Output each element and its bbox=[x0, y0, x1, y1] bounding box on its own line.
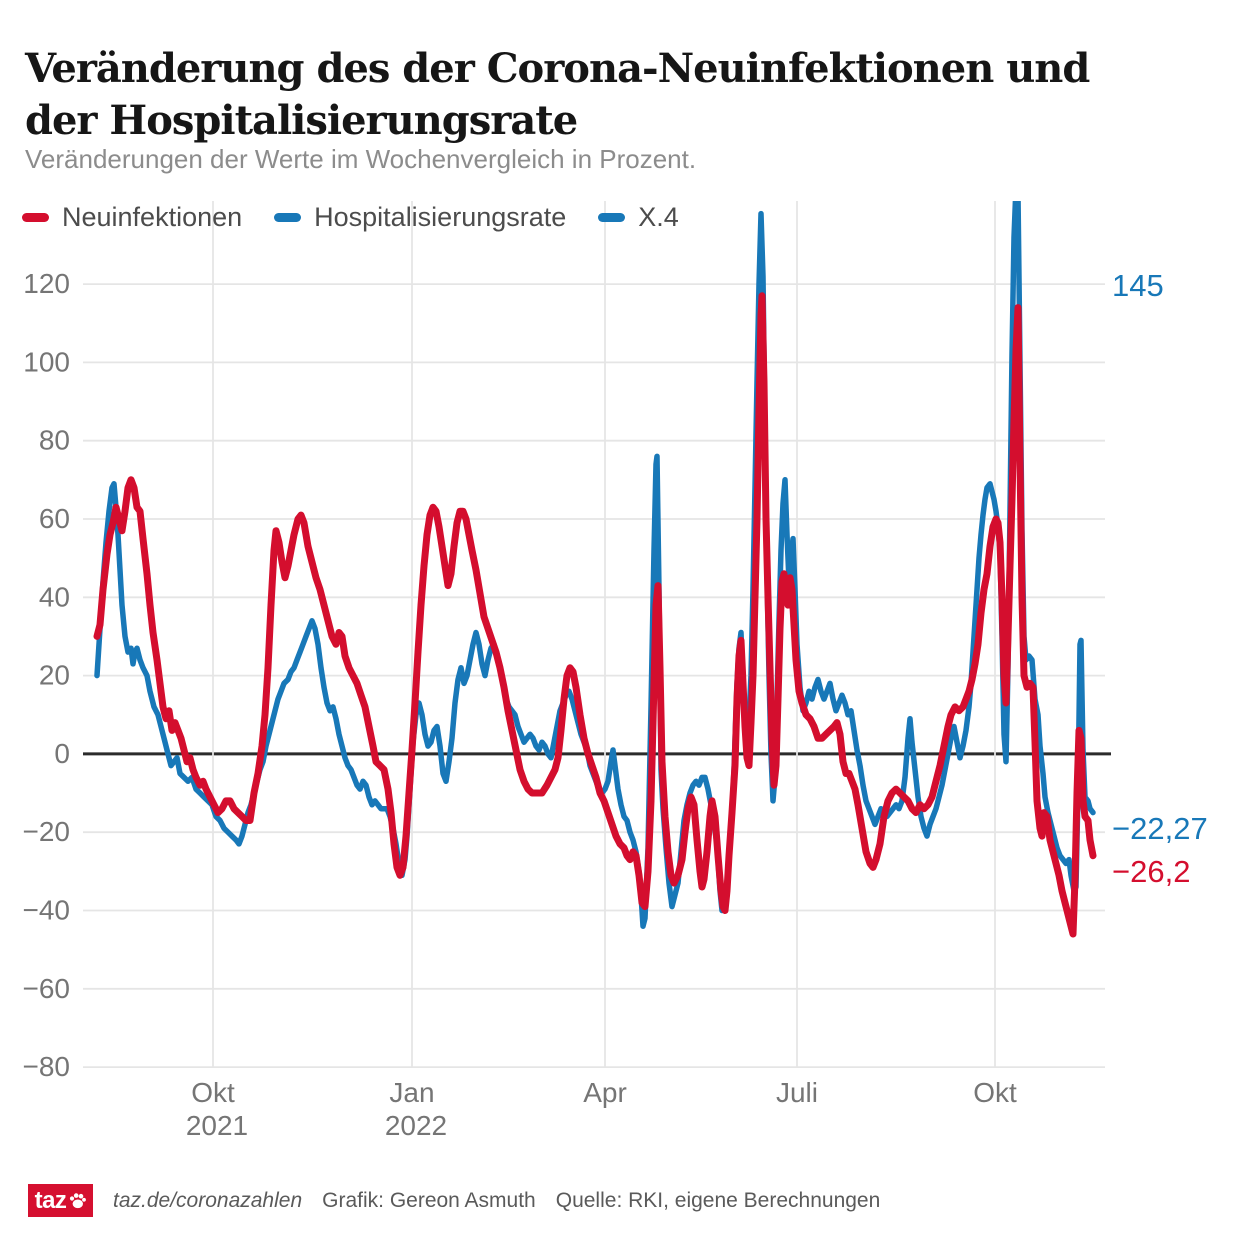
chart-subtitle: Veränderungen der Werte im Wochenverglei… bbox=[25, 144, 697, 174]
x-axis-year-label: 2022 bbox=[385, 1110, 447, 1141]
legend-dash-icon bbox=[274, 213, 302, 222]
value-annotation: 145 bbox=[1112, 268, 1164, 303]
x-axis-month-label: Juli bbox=[776, 1077, 818, 1108]
taz-logo-text: taz bbox=[34, 1186, 67, 1214]
legend-item-0: Neuinfektionen bbox=[22, 202, 242, 233]
legend-label: Hospitalisierungsrate bbox=[314, 202, 567, 232]
x-axis-month-label: Apr bbox=[583, 1077, 627, 1108]
y-axis-label: −40 bbox=[23, 895, 71, 926]
y-axis-label: −80 bbox=[23, 1051, 71, 1082]
legend-item-2: X.4 bbox=[598, 202, 679, 233]
x-axis-month-label: Jan bbox=[389, 1077, 434, 1108]
legend-label: X.4 bbox=[638, 202, 679, 232]
legend-dash-icon bbox=[598, 213, 626, 222]
y-axis-label: 100 bbox=[23, 346, 70, 377]
y-axis-label: 40 bbox=[39, 581, 70, 612]
y-axis-label: 120 bbox=[23, 268, 70, 299]
value-annotation: −22,27 bbox=[1112, 811, 1208, 846]
footer: taz taz.de/coronazahlen Grafik: Gereon A… bbox=[28, 1184, 880, 1217]
paw-icon bbox=[70, 1192, 87, 1208]
y-axis-label: −60 bbox=[23, 973, 71, 1004]
legend-dash-icon bbox=[22, 213, 49, 222]
title-line-2: der Hospitalisierungsrate bbox=[25, 96, 578, 144]
page-title: Veränderung des der Corona-Neuinfektione… bbox=[25, 43, 1225, 147]
value-annotation: −26,2 bbox=[1112, 854, 1190, 889]
series-line-0 bbox=[94, 201, 1096, 929]
y-axis-label: 0 bbox=[54, 738, 70, 769]
legend-item-1: Hospitalisierungsrate bbox=[274, 202, 566, 233]
y-axis-label: −20 bbox=[23, 816, 71, 847]
legend: Neuinfektionen Hospitalisierungsrate X.4 bbox=[22, 202, 679, 233]
series-line-1 bbox=[93, 292, 1097, 938]
footer-source: Quelle: RKI, eigene Berechnungen bbox=[555, 1188, 881, 1212]
legend-label: Neuinfektionen bbox=[62, 202, 243, 232]
footer-credit: Grafik: Gereon Asmuth bbox=[322, 1188, 536, 1212]
taz-logo: taz bbox=[28, 1184, 93, 1217]
footer-url[interactable]: taz.de/coronazahlen bbox=[113, 1188, 303, 1212]
y-axis-label: 60 bbox=[39, 503, 70, 534]
y-axis-label: 80 bbox=[39, 425, 70, 456]
y-axis-label: 20 bbox=[39, 660, 70, 691]
x-axis-month-label: Okt bbox=[973, 1077, 1017, 1108]
x-axis-month-label: Okt bbox=[191, 1077, 235, 1108]
title-line-1: Veränderung des der Corona-Neuinfektione… bbox=[25, 44, 1090, 92]
x-axis-year-label: 2021 bbox=[186, 1110, 248, 1141]
